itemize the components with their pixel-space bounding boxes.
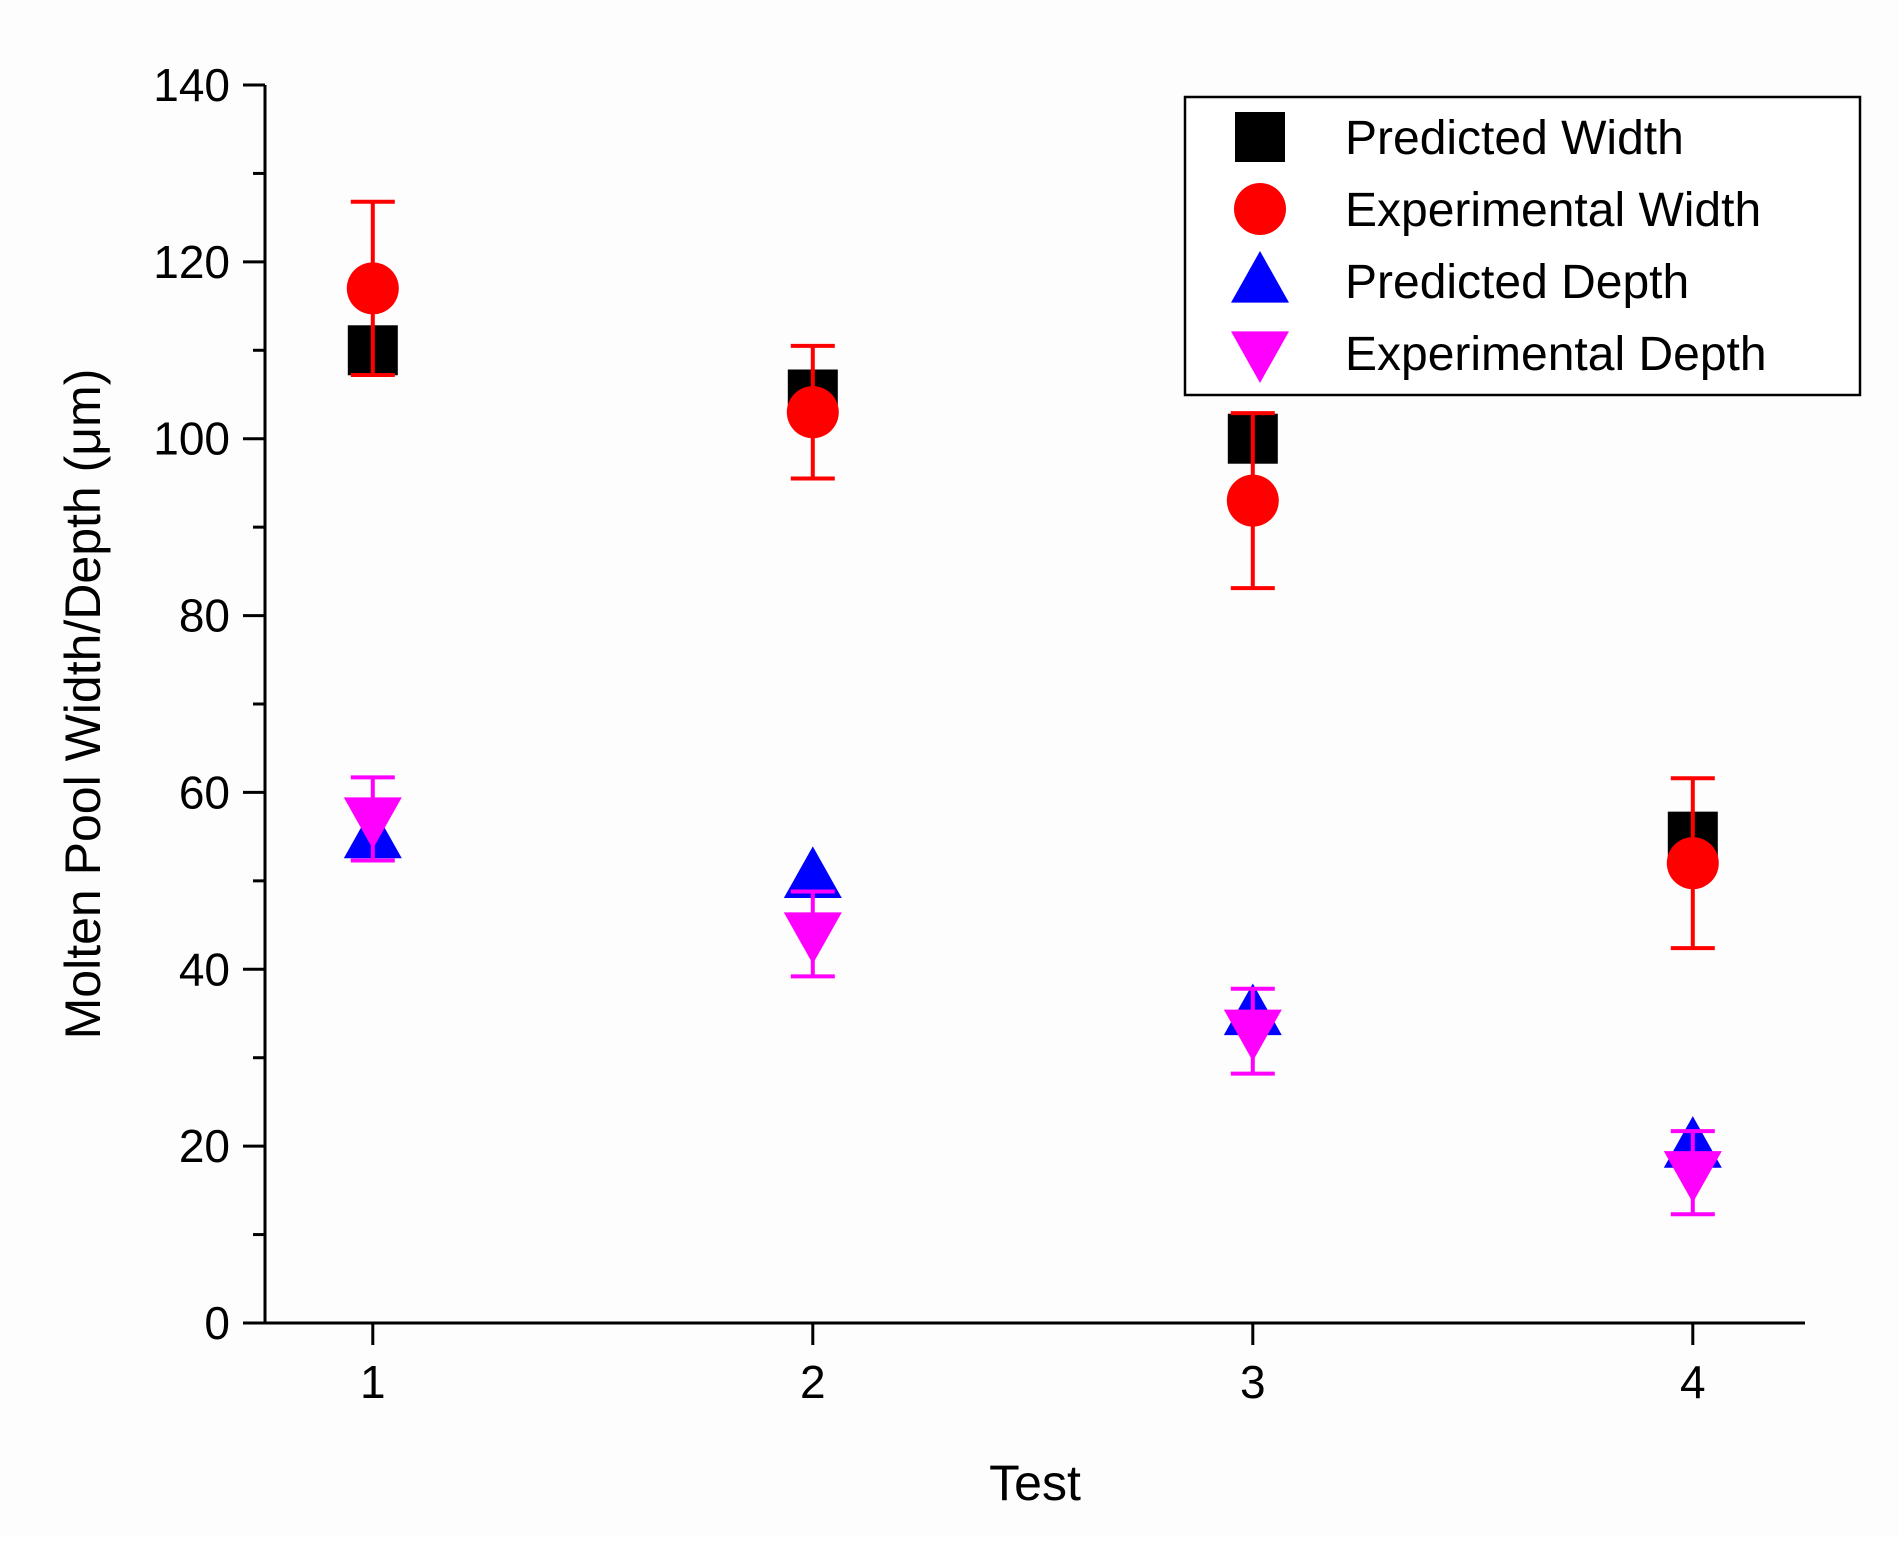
legend-label: Predicted Depth <box>1345 256 1689 309</box>
y-tick-label: 120 <box>153 236 230 288</box>
experimental-width-point <box>1226 474 1279 527</box>
legend-box <box>1183 95 1862 397</box>
x-tick-label: 1 <box>360 1356 386 1408</box>
legend-marker <box>1234 183 1286 235</box>
y-tick-label: 60 <box>179 766 230 818</box>
legend: Predicted Width Experimental Width Predict… <box>1183 95 1862 397</box>
x-tick-label: 3 <box>1240 1356 1266 1408</box>
legend-label: Experimental Depth <box>1345 328 1767 381</box>
legend-marker <box>1231 331 1289 383</box>
x-tick-label: 2 <box>800 1356 826 1408</box>
data-layer <box>343 199 1722 1217</box>
experimental-depth-point <box>1663 1151 1722 1203</box>
legend-label: Predicted Width <box>1345 112 1684 165</box>
y-tick-label: 100 <box>153 413 230 465</box>
experimental-width-point <box>1666 837 1719 890</box>
experimental-depth-point <box>1223 1009 1282 1062</box>
y-axis-title: Molten Pool Width/Depth (μm) <box>55 369 111 1040</box>
y-tick-label: 80 <box>179 590 230 642</box>
legend-label: Experimental Width <box>1345 184 1761 237</box>
legend-marker <box>1235 112 1285 162</box>
y-tick-label: 40 <box>179 943 230 995</box>
y-tick-label: 20 <box>179 1120 230 1172</box>
y-tick-label: 0 <box>204 1297 230 1349</box>
y-tick-label: 140 <box>153 59 230 111</box>
predicted-depth-point <box>783 846 842 899</box>
experimental-width-point <box>786 386 839 439</box>
experimental-depth-point <box>343 797 402 849</box>
experimental-width-point <box>346 262 399 315</box>
x-axis-title: Test <box>989 1455 1081 1511</box>
experimental-depth-point <box>783 912 842 964</box>
axes: 0 20 40 60 80 100 120 140 1 2 3 4 <box>153 59 1805 1408</box>
legend-marker <box>1231 251 1289 303</box>
x-tick-label: 4 <box>1680 1356 1706 1408</box>
